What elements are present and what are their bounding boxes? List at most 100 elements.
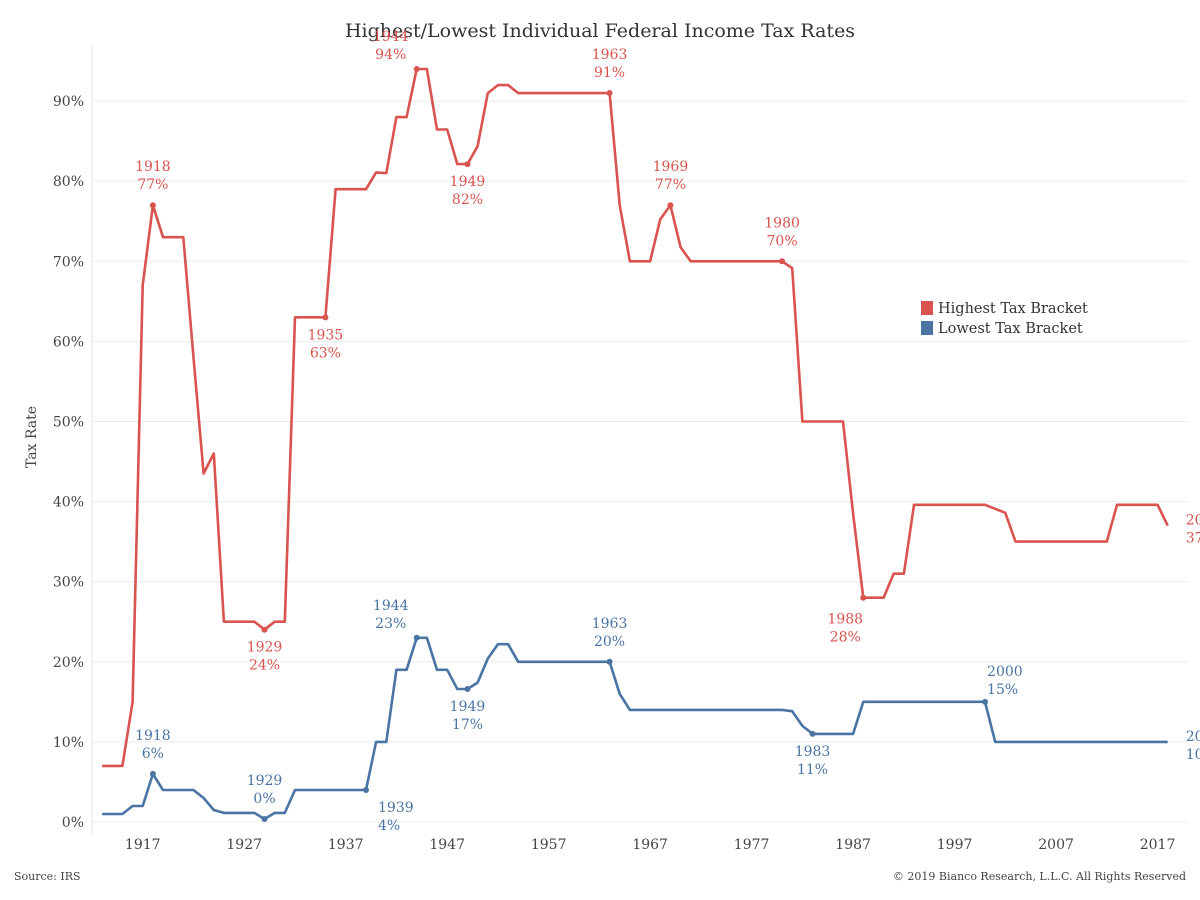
- chart-title: Highest/Lowest Individual Federal Income…: [345, 20, 855, 42]
- y-tick-label: 0%: [62, 815, 84, 831]
- annotation-highest-1988: 1988 28%: [827, 594, 867, 646]
- annotation-highest-1963: 1963 91%: [592, 47, 628, 97]
- annotation-year: 2018: [1186, 513, 1200, 529]
- y-tick-label: 10%: [53, 735, 84, 751]
- annotation-value: 28%: [830, 630, 861, 646]
- y-tick-label: 80%: [53, 174, 84, 190]
- annotation-year: 1963: [592, 47, 628, 63]
- annotation-year: 1918: [135, 728, 171, 744]
- annotation-value: 15%: [987, 682, 1018, 698]
- legend-label-highest: Highest Tax Bracket: [938, 301, 1088, 317]
- x-tick-label: 1987: [835, 837, 871, 853]
- annotation-year: 2000: [987, 664, 1023, 680]
- annotation-highest-1944: 1944 94%: [373, 29, 420, 73]
- annotation-value: 94%: [375, 47, 406, 63]
- annotation-lowest-1944: 1944 23%: [373, 598, 420, 641]
- annotation-value: 70%: [767, 233, 798, 249]
- annotation-value: 77%: [655, 177, 686, 193]
- annotation-value: 4%: [378, 818, 400, 834]
- annotation-highest-1929: 1929 24%: [247, 626, 283, 674]
- annotation-value: 37%: [1186, 531, 1200, 547]
- x-tick-label: 1927: [226, 837, 262, 853]
- annotation-value: 24%: [249, 658, 280, 674]
- annotation-dot: [606, 90, 613, 97]
- annotation-year: 1980: [764, 215, 800, 231]
- annotation-lowest-1918: 1918 6%: [135, 728, 171, 777]
- y-axis-label: Tax Rate: [24, 406, 40, 468]
- annotation-year: 1949: [450, 174, 486, 190]
- annotation-lowest-2000: 2000 15%: [982, 664, 1023, 705]
- y-tick-label: 90%: [53, 94, 84, 110]
- x-tick-label: 1997: [937, 837, 973, 853]
- legend-label-lowest: Lowest Tax Bracket: [938, 321, 1083, 337]
- annotation-dot: [261, 626, 268, 633]
- copyright-note: © 2019 Bianco Research, L.L.C. All Right…: [893, 870, 1186, 883]
- annotation-highest-1969: 1969 77%: [653, 159, 689, 209]
- lowest-bracket-line: [102, 636, 1168, 821]
- annotation-dot: [413, 634, 420, 641]
- annotation-dot: [606, 658, 613, 665]
- y-tick-label: 20%: [53, 655, 84, 671]
- annotation-year: 1969: [653, 159, 689, 175]
- x-tick-label: 1937: [328, 837, 364, 853]
- annotation-year: 1983: [795, 744, 831, 760]
- annotation-value: 6%: [142, 746, 164, 762]
- annotation-value: 91%: [594, 65, 625, 81]
- annotation-dot: [464, 686, 471, 693]
- annotation-value: 10%: [1186, 747, 1200, 763]
- annotation-value: 23%: [375, 616, 406, 632]
- annotation-lowest-1939: 1939 4%: [363, 786, 414, 834]
- gridlines: [91, 45, 1188, 836]
- annotation-highest-1918: 1918 77%: [135, 159, 171, 209]
- annotation-value: 20%: [594, 634, 625, 650]
- annotation-year: 1988: [827, 612, 863, 628]
- y-tick-label: 40%: [53, 495, 84, 511]
- annotation-dot: [982, 698, 989, 705]
- annotation-dot: [363, 786, 369, 793]
- annotation-year: 1944: [373, 29, 409, 45]
- x-tick-label: 2007: [1038, 837, 1074, 853]
- annotation-dot: [413, 66, 420, 73]
- y-tick-label: 50%: [53, 414, 84, 430]
- annotation-year: 1929: [247, 640, 283, 656]
- data-annotations: 1918 77% 1929 24% 1935 63% 1944 94% 1949 82% 1963 9…: [135, 29, 1200, 834]
- annotation-year: 1963: [592, 616, 628, 632]
- x-tick-label: 1917: [125, 837, 161, 853]
- annotation-lowest-1983: 1983 11%: [795, 730, 831, 778]
- annotation-value: 77%: [137, 177, 168, 193]
- legend-swatch-highest: [921, 301, 933, 315]
- annotation-year: 2018: [1186, 729, 1200, 745]
- x-axis-ticks: 1917 1927 1937 1947 1957 1967 1977 1987 1997 2007…: [125, 837, 1175, 853]
- annotation-value: 63%: [310, 345, 341, 361]
- annotation-dot: [149, 770, 156, 777]
- annotation-dot: [464, 161, 471, 168]
- annotation-dot: [860, 594, 867, 601]
- annotation-lowest-1929: 1929 0%: [247, 773, 283, 822]
- x-tick-label: 1967: [632, 837, 668, 853]
- annotation-year: 1918: [135, 159, 171, 175]
- x-tick-label: 1977: [734, 837, 770, 853]
- annotation-dot: [667, 202, 674, 209]
- x-tick-label: 1947: [429, 837, 465, 853]
- annotation-dot: [779, 258, 786, 265]
- annotation-lowest-1963: 1963 20%: [592, 616, 628, 665]
- annotation-year: 1944: [373, 598, 409, 614]
- series-lines: [102, 67, 1169, 821]
- annotation-dot: [261, 815, 268, 822]
- annotation-highest-2018: 2018 37%: [1186, 513, 1200, 547]
- annotation-year: 1939: [378, 800, 414, 816]
- legend-swatch-lowest: [921, 321, 933, 335]
- annotation-highest-1949: 1949 82%: [450, 161, 486, 208]
- legend: Highest Tax Bracket Lowest Tax Bracket: [921, 301, 1088, 337]
- annotation-year: 1929: [247, 773, 283, 789]
- y-tick-label: 30%: [53, 575, 84, 591]
- annotation-year: 1935: [308, 327, 344, 343]
- highest-bracket-line: [102, 67, 1169, 768]
- annotation-value: 0%: [253, 791, 275, 807]
- x-tick-label: 1957: [531, 837, 567, 853]
- annotation-dot: [149, 202, 156, 209]
- annotation-dot: [322, 314, 329, 321]
- annotation-lowest-2018: 2018 10%: [1186, 729, 1200, 763]
- x-tick-label: 2017: [1140, 837, 1176, 853]
- annotation-value: 11%: [797, 762, 828, 778]
